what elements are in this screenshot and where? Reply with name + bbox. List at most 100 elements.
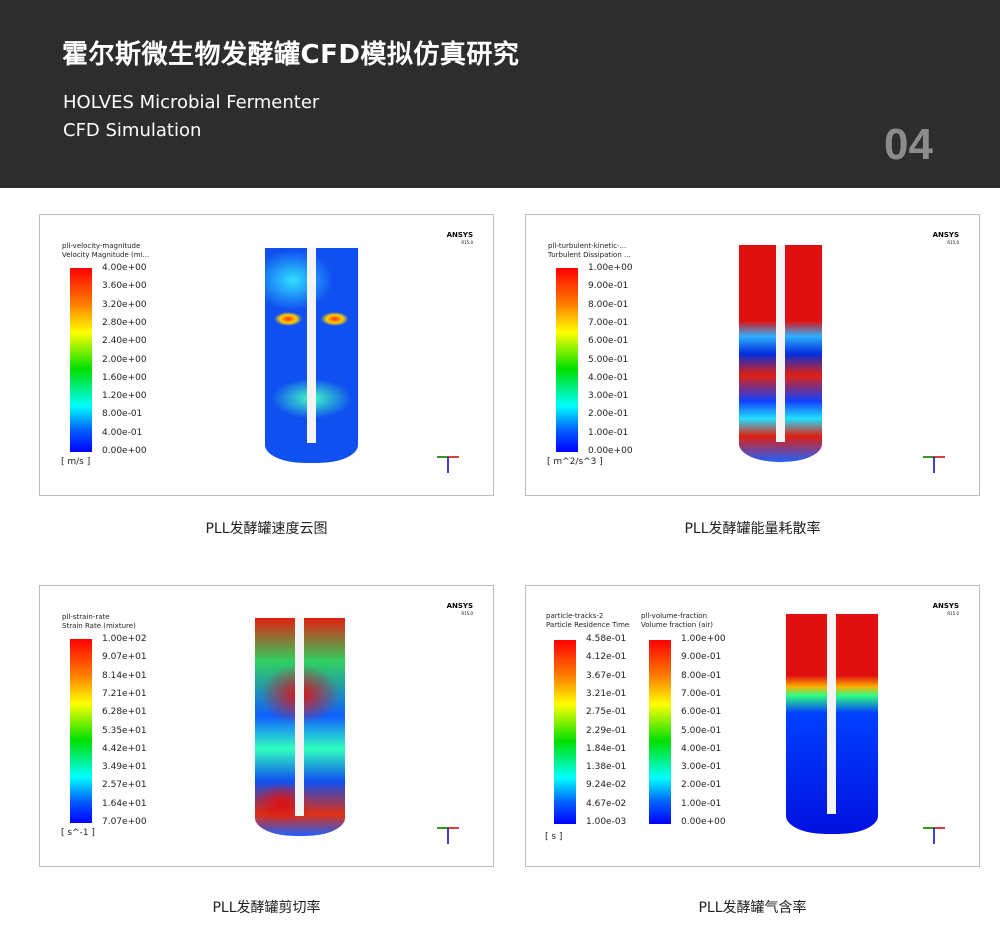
impeller-shaft bbox=[775, 245, 785, 442]
legend-title: particle-tracks-2 Particle Residence Time bbox=[546, 612, 629, 630]
legend-tick: 8.00e-01 bbox=[102, 409, 143, 420]
legend-tick: 0.00e+00 bbox=[588, 446, 633, 456]
legend-tick: 1.00e-01 bbox=[681, 798, 722, 809]
legend-tick: 5.35e+01 bbox=[102, 725, 147, 736]
legend-quantity: Turbulent Dissipation ... bbox=[548, 251, 631, 259]
legend-tick: 8.00e-01 bbox=[681, 670, 722, 681]
tank-contour-plot bbox=[265, 248, 358, 463]
panel-caption: PLL发酵罐剪切率 bbox=[212, 900, 321, 916]
legend-tick: 9.24e-02 bbox=[586, 780, 627, 791]
legend-tick: 7.21e+01 bbox=[102, 688, 147, 699]
legend-tick: 2.00e+00 bbox=[102, 354, 147, 365]
legend-tick: 3.67e-01 bbox=[586, 670, 627, 681]
section-number: 04 bbox=[884, 120, 933, 169]
legend-tick: 3.20e+00 bbox=[102, 299, 147, 310]
legend-tick: 2.40e+00 bbox=[102, 336, 147, 347]
legend-tick: 7.07e+00 bbox=[102, 817, 147, 827]
legend-tick: 9.07e+01 bbox=[102, 652, 147, 663]
ansys-logo: ANSYS R15.0 bbox=[932, 231, 959, 246]
color-scale-bar bbox=[70, 268, 92, 452]
legend-tick: 2.29e-01 bbox=[586, 725, 627, 736]
cfd-panel: pll-strain-rate Strain Rate (mixture) 1.00… bbox=[39, 585, 494, 867]
legend-tick: 1.20e+00 bbox=[102, 391, 147, 402]
legend-tick: 2.80e+00 bbox=[102, 317, 147, 328]
legend-tick: 1.38e-01 bbox=[586, 762, 627, 773]
legend-unit: [ s^-1 ] bbox=[61, 828, 95, 838]
legend-tick: 9.00e-01 bbox=[681, 652, 722, 663]
legend-tick: 1.00e+02 bbox=[102, 634, 147, 644]
impeller-shaft bbox=[827, 614, 836, 814]
legend-tick: 0.00e+00 bbox=[102, 446, 147, 456]
impeller-shaft bbox=[295, 618, 304, 816]
legend-tick: 4.00e-01 bbox=[588, 372, 629, 383]
legend-title: pll-volume-fraction Volume fraction (air) bbox=[641, 612, 713, 630]
axis-triad-icon bbox=[437, 456, 459, 473]
legend-tick: 1.84e-01 bbox=[586, 743, 627, 754]
legend-tick: 2.00e-01 bbox=[681, 780, 722, 791]
color-scale-bar bbox=[554, 640, 576, 824]
ansys-logo: ANSYS R15.0 bbox=[932, 602, 959, 617]
legend-tick: 4.12e-01 bbox=[586, 652, 627, 663]
legend-title: pll-velocity-magnitude Velocity Magnitude… bbox=[62, 242, 149, 260]
color-scale-bar bbox=[649, 640, 671, 824]
legend-tick: 1.00e+00 bbox=[588, 263, 633, 273]
panel-caption: PLL发酵罐能量耗散率 bbox=[684, 521, 821, 537]
legend-title: pll-turbulent-kinetic-... Turbulent Dissi… bbox=[548, 242, 631, 260]
legend-variable: pll-turbulent-kinetic-... bbox=[548, 242, 627, 250]
legend-variable: pll-velocity-magnitude bbox=[62, 242, 141, 250]
legend-quantity: Volume fraction (air) bbox=[641, 621, 713, 629]
axis-triad-icon bbox=[437, 827, 459, 844]
tank-contour-plot bbox=[255, 618, 345, 836]
legend-quantity: Strain Rate (mixture) bbox=[62, 622, 136, 630]
legend-tick: 0.00e+00 bbox=[681, 817, 726, 827]
legend-variable: pll-volume-fraction bbox=[641, 612, 708, 620]
color-scale-bar bbox=[556, 268, 578, 452]
legend-tick: 6.28e+01 bbox=[102, 707, 147, 718]
legend-quantity: Velocity Magnitude (mi... bbox=[62, 251, 150, 259]
subtitle-line2: CFD Simulation bbox=[63, 120, 202, 141]
legend-tick: 1.60e+00 bbox=[102, 372, 147, 383]
legend-tick: 8.14e+01 bbox=[102, 670, 147, 681]
legend-tick: 3.60e+00 bbox=[102, 281, 147, 292]
tank-contour-plot bbox=[786, 614, 878, 834]
cfd-panel: pll-turbulent-kinetic-... Turbulent Dissi… bbox=[525, 214, 980, 496]
legend-tick: 1.64e+01 bbox=[102, 798, 147, 809]
tank-contour-plot bbox=[739, 245, 822, 462]
color-scale-bar bbox=[70, 639, 92, 823]
legend-tick: 4.00e-01 bbox=[681, 743, 722, 754]
subtitle-line1: HOLVES Microbial Fermenter bbox=[63, 92, 320, 113]
cfd-panel: pll-velocity-magnitude Velocity Magnitude… bbox=[39, 214, 494, 496]
legend-tick: 4.67e-02 bbox=[586, 798, 627, 809]
page-title: 霍尔斯微生物发酵罐CFD模拟仿真研究 bbox=[62, 40, 520, 70]
legend-tick: 8.00e-01 bbox=[588, 299, 629, 310]
legend-tick: 4.42e+01 bbox=[102, 743, 147, 754]
legend-tick: 1.00e-01 bbox=[588, 427, 629, 438]
header-banner: 霍尔斯微生物发酵罐CFD模拟仿真研究 HOLVES Microbial Ferm… bbox=[0, 0, 1000, 188]
legend-quantity: Particle Residence Time bbox=[546, 621, 630, 629]
ansys-logo: ANSYS R15.0 bbox=[446, 231, 473, 246]
legend-tick: 4.58e-01 bbox=[586, 634, 627, 644]
legend-tick: 3.00e-01 bbox=[588, 391, 629, 402]
legend-tick: 3.21e-01 bbox=[586, 688, 627, 699]
legend-tick: 1.00e-03 bbox=[586, 817, 627, 827]
impeller-shaft bbox=[306, 248, 316, 443]
legend-tick: 6.00e-01 bbox=[681, 707, 722, 718]
legend-tick: 6.00e-01 bbox=[588, 336, 629, 347]
cfd-panel: particle-tracks-2 Particle Residence Time… bbox=[525, 585, 980, 867]
panel-caption: PLL发酵罐气含率 bbox=[698, 900, 807, 916]
legend-tick: 2.75e-01 bbox=[586, 707, 627, 718]
legend-tick: 5.00e-01 bbox=[588, 354, 629, 365]
legend-tick: 7.00e-01 bbox=[681, 688, 722, 699]
axis-triad-icon bbox=[923, 456, 945, 473]
legend-tick: 9.00e-01 bbox=[588, 281, 629, 292]
legend-tick: 3.00e-01 bbox=[681, 762, 722, 773]
legend-title: pll-strain-rate Strain Rate (mixture) bbox=[62, 613, 136, 631]
legend-variable: pll-strain-rate bbox=[62, 613, 110, 621]
axis-triad-icon bbox=[923, 827, 945, 844]
legend-tick: 2.57e+01 bbox=[102, 780, 147, 791]
legend-unit: [ m^2/s^3 ] bbox=[547, 457, 603, 467]
legend-unit: [ s ] bbox=[545, 832, 563, 842]
legend-tick: 4.00e-01 bbox=[102, 427, 143, 438]
legend-tick: 3.49e+01 bbox=[102, 762, 147, 773]
legend-tick: 2.00e-01 bbox=[588, 409, 629, 420]
